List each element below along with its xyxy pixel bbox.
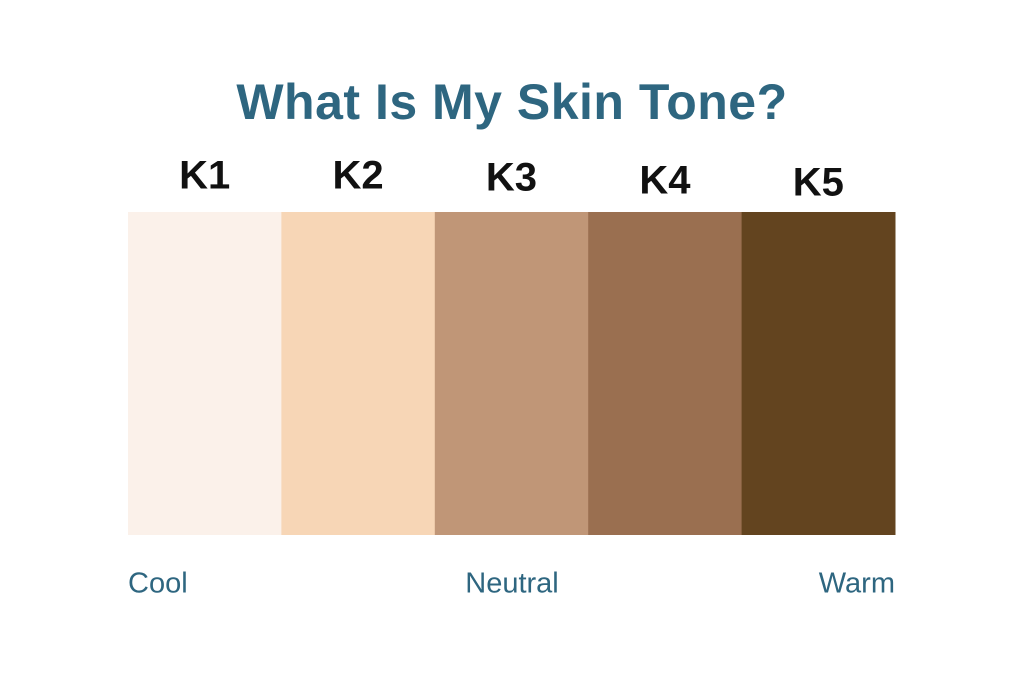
swatch-label: K4 bbox=[639, 159, 691, 203]
swatch-label: K3 bbox=[486, 156, 537, 200]
swatch bbox=[588, 212, 743, 535]
swatch-label: K2 bbox=[333, 154, 384, 198]
swatch-label: K5 bbox=[793, 161, 844, 205]
swatch bbox=[281, 212, 436, 535]
scale-label: Neutral bbox=[465, 568, 559, 600]
swatch bbox=[741, 212, 896, 535]
swatch bbox=[434, 212, 589, 535]
scale-label: Cool bbox=[128, 568, 188, 600]
scale-label: Warm bbox=[819, 568, 895, 600]
title: What Is My Skin Tone? bbox=[236, 74, 787, 130]
swatch-row: K1 K2 K3 K4 K5 bbox=[128, 154, 896, 535]
swatch-label: K1 bbox=[179, 154, 230, 198]
swatch bbox=[128, 212, 282, 535]
